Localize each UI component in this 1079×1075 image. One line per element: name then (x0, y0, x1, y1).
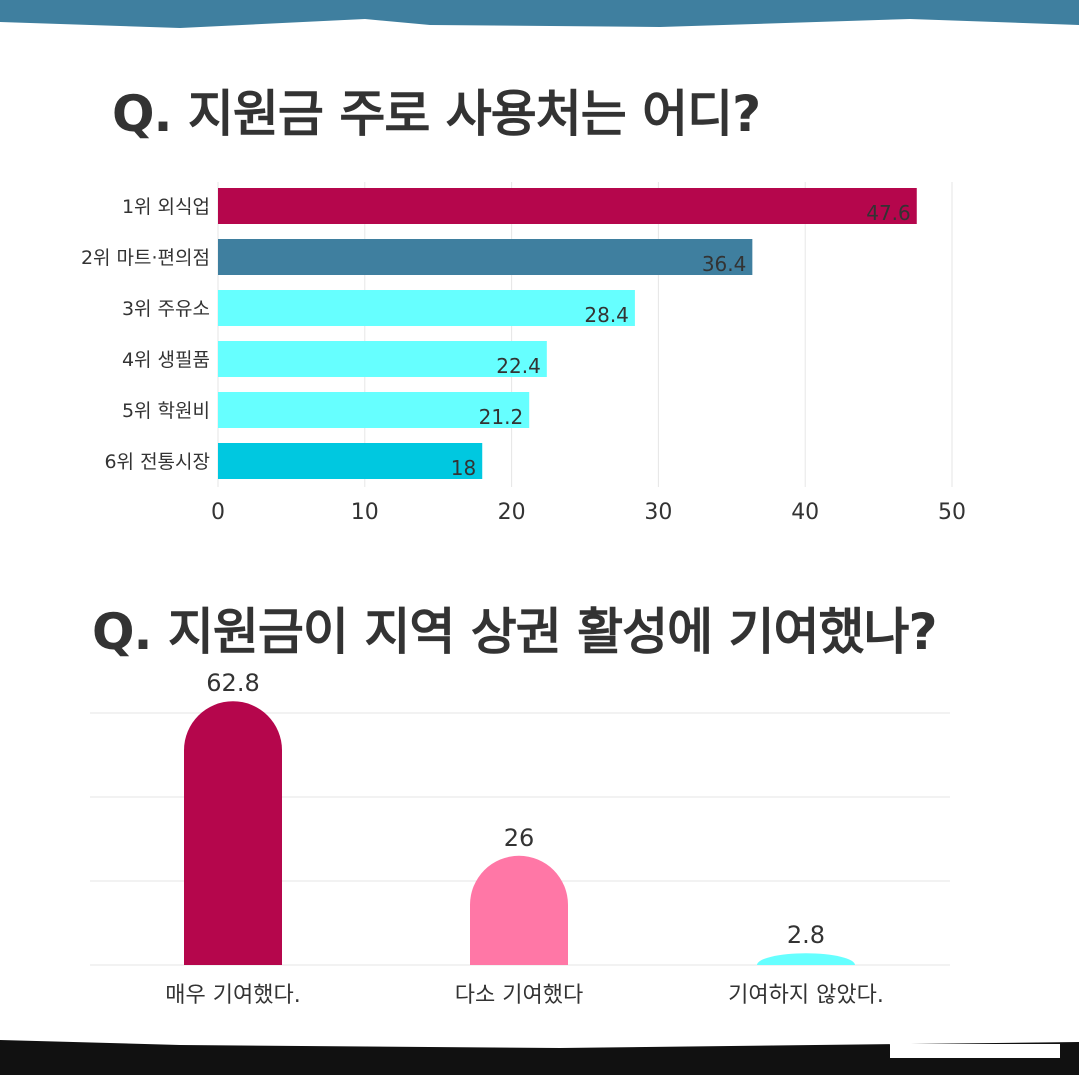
x-tick-label: 30 (644, 500, 672, 525)
header-band (0, 0, 1079, 28)
bar (218, 392, 530, 428)
x-tick-label: 10 (351, 500, 379, 525)
chart1-title: Q. 지원금 주로 사용처는 어디? (112, 85, 761, 143)
column-value-label: 62.8 (206, 669, 259, 697)
bar-value-label: 36.4 (702, 252, 747, 276)
column (757, 953, 855, 965)
bar (218, 188, 917, 224)
bar (218, 290, 635, 326)
bar-value-label: 18 (451, 456, 476, 480)
category-label: 5위 학원비 (122, 400, 210, 422)
category-label: 6위 전통시장 (104, 451, 210, 473)
column (470, 855, 568, 965)
category-label: 다소 기여했다 (455, 983, 583, 1008)
column-value-label: 2.8 (787, 921, 825, 949)
bar-value-label: 22.4 (496, 354, 541, 378)
bar (218, 239, 753, 275)
bar (218, 443, 483, 479)
bar (218, 341, 547, 377)
category-label: 3위 주유소 (122, 298, 210, 320)
column-value-label: 26 (504, 824, 535, 852)
x-tick-label: 0 (211, 500, 225, 525)
category-label: 2위 마트·편의점 (81, 247, 210, 269)
footer-band (0, 1040, 1079, 1075)
x-tick-label: 50 (938, 500, 966, 525)
category-label: 4위 생필품 (122, 349, 210, 371)
x-tick-label: 20 (498, 500, 526, 525)
bar-value-label: 47.6 (866, 201, 911, 225)
category-label: 매우 기여했다. (165, 983, 300, 1008)
x-tick-label: 40 (791, 500, 819, 525)
category-label: 1위 외식업 (122, 196, 210, 218)
bar-value-label: 21.2 (479, 405, 524, 429)
chart2-title: Q. 지원금이 지역 상권 활성에 기여했나? (92, 603, 938, 661)
category-label: 기여하지 않았다. (728, 983, 884, 1008)
bar-value-label: 28.4 (584, 303, 629, 327)
watermark-logo (890, 1044, 1060, 1058)
column (184, 701, 282, 965)
